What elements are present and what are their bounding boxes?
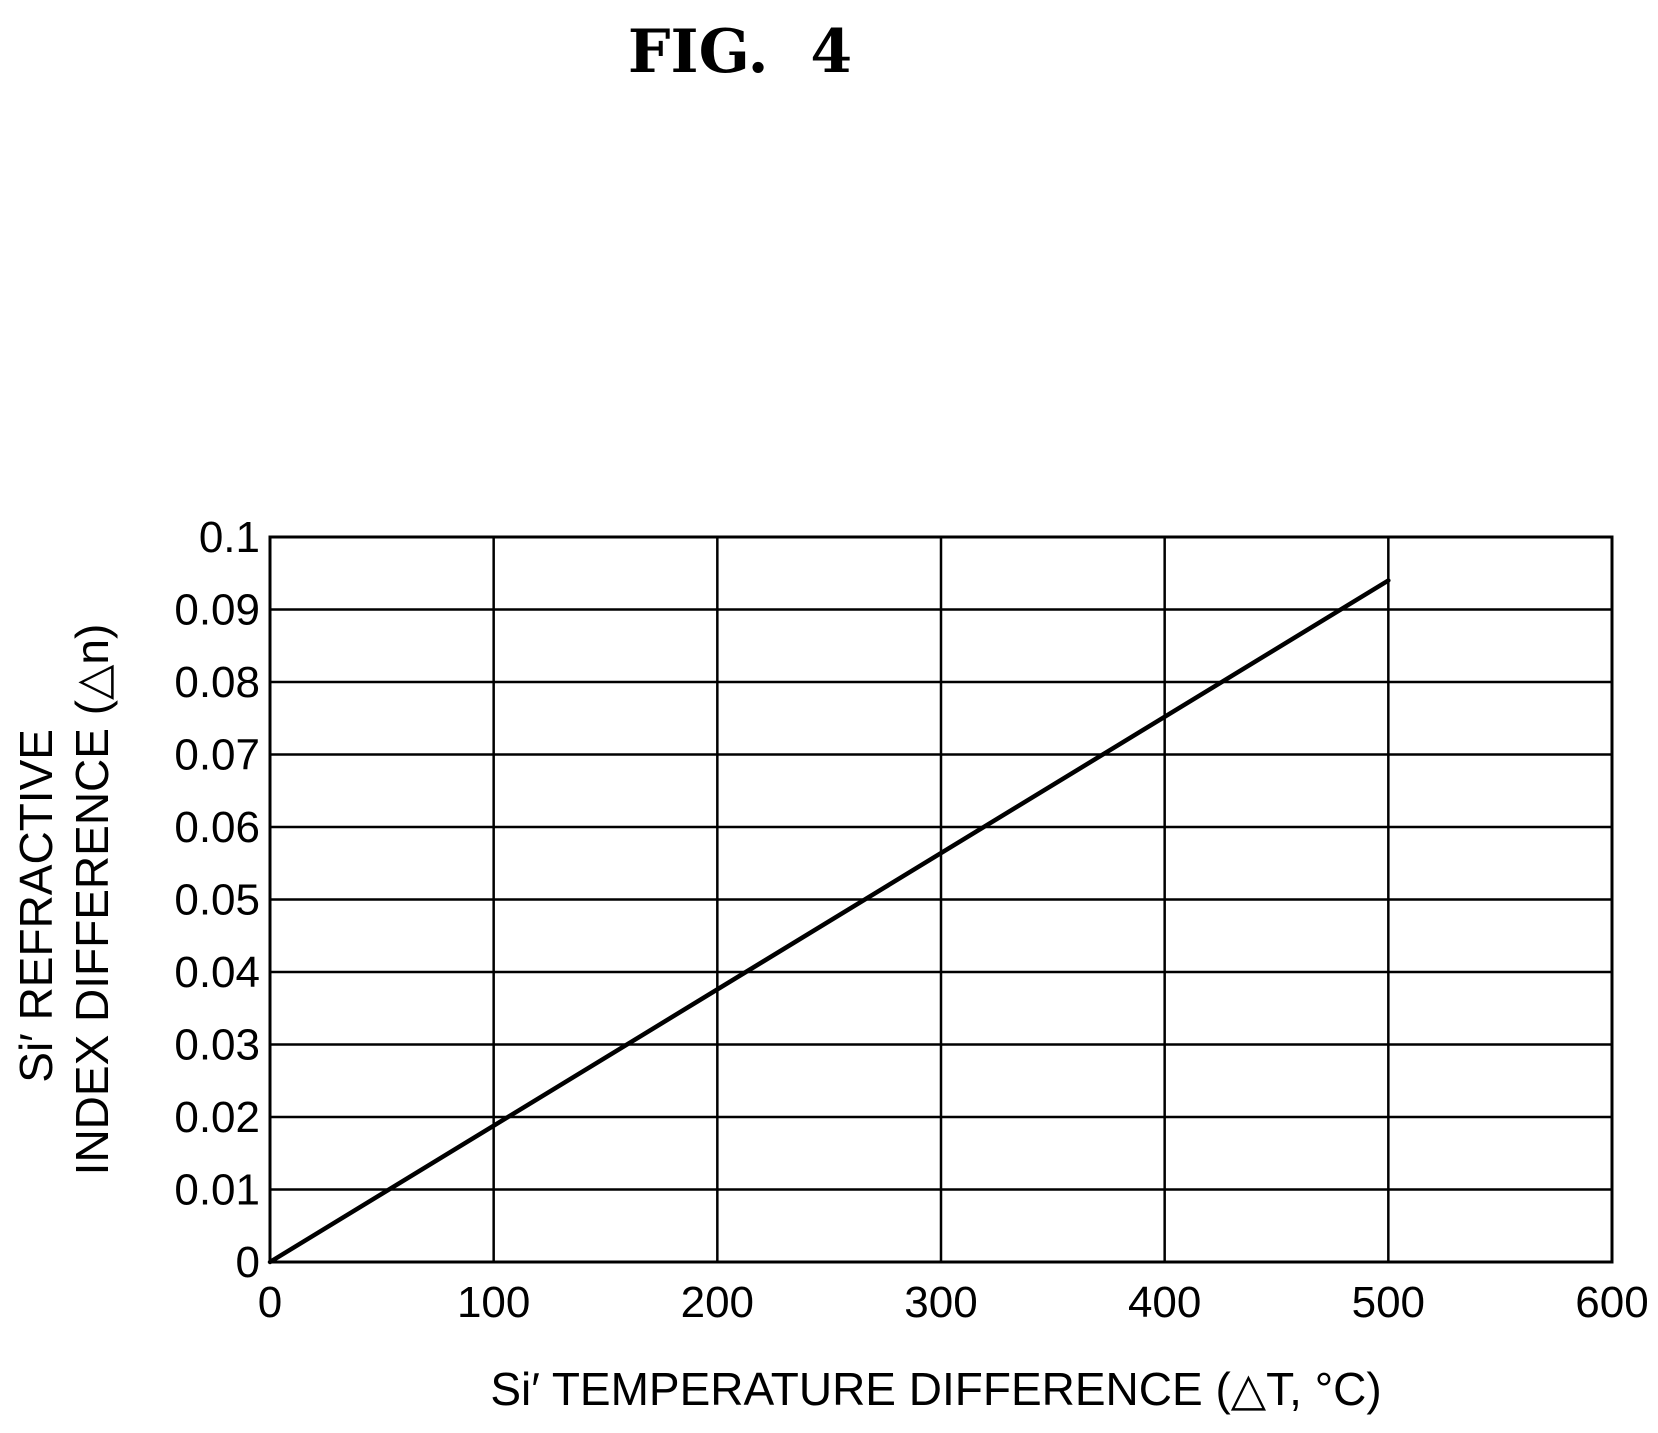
y-tick-label-6: 0.06 [174,803,260,852]
y-tick-label-10: 0.1 [199,513,260,562]
x-axis-label: Si′ TEMPERATURE DIFFERENCE (△T, °C) [490,1363,1381,1415]
x-tick-label-3: 300 [904,1278,977,1327]
y-tick-label-5: 0.05 [174,876,260,925]
x-tick-label-5: 500 [1352,1278,1425,1327]
plot-frame [268,535,1614,1264]
y-axis-label-line-1: Si′ REFRACTIVE [10,729,62,1083]
y-axis-label: Si′ REFRACTIVE INDEX DIFFERENCE (△n) [10,624,118,1176]
y-tick-label-7: 0.07 [174,731,260,780]
y-tick-label-9: 0.09 [174,586,260,635]
x-tick-label-1: 100 [457,1278,530,1327]
figure-label: FIG. 4 [628,17,852,87]
x-tick-label-0: 0 [258,1278,282,1327]
y-tick-label-2: 0.02 [174,1093,260,1142]
y-tick-labels: 0 0.01 0.02 0.03 0.04 0.05 0.06 0.07 0.08 0.09 0.1 [174,513,260,1287]
y-tick-label-4: 0.04 [174,948,260,997]
x-tick-labels: 0 100 200 300 400 500 600 [258,1278,1649,1327]
y-tick-label-1: 0.01 [174,1166,260,1215]
x-tick-label-4: 400 [1128,1278,1201,1327]
y-tick-label-8: 0.08 [174,658,260,707]
series-line-0 [267,578,1391,1265]
grid-layer [268,535,1614,1264]
x-tick-label-2: 200 [681,1278,754,1327]
y-tick-label-3: 0.03 [174,1021,260,1070]
series-layer [267,578,1391,1265]
y-tick-label-0: 0 [236,1238,260,1287]
x-tick-label-6: 600 [1575,1278,1648,1327]
y-axis-label-line-2: INDEX DIFFERENCE (△n) [66,624,118,1176]
